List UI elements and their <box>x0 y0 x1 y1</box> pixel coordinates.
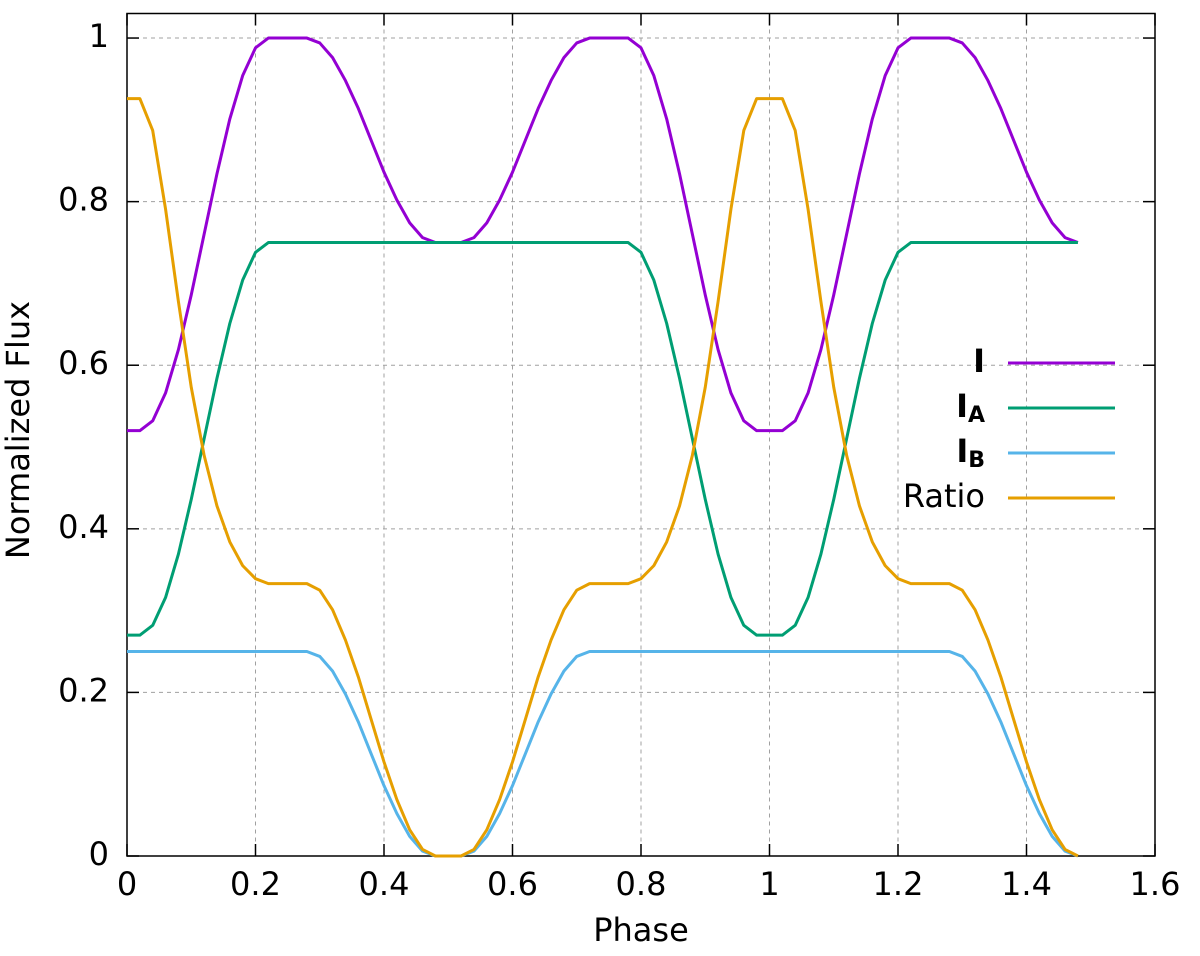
y-tick-label: 0 <box>89 835 109 873</box>
y-tick-label: 0.2 <box>58 671 109 709</box>
y-tick-label: 1 <box>89 17 109 55</box>
plot-border <box>126 12 1156 857</box>
x-tick-label: 1.6 <box>1130 865 1181 903</box>
series-line <box>127 97 1079 858</box>
y-tick-label: 0.6 <box>58 344 109 382</box>
x-tick-label: 0.4 <box>359 865 410 903</box>
x-tick-label: 0.8 <box>616 865 667 903</box>
x-axis-label: Phase <box>593 911 689 949</box>
legend-label: IB <box>956 432 985 473</box>
x-tick-label: 0.6 <box>487 865 538 903</box>
series-line <box>127 650 1079 858</box>
x-tick-label: 0.2 <box>230 865 281 903</box>
legend-label: I <box>973 342 985 380</box>
legend-label: Ratio <box>903 477 985 515</box>
x-tick-label: 1 <box>759 865 779 903</box>
x-tick-label: 1.2 <box>873 865 924 903</box>
x-tick-label: 0 <box>117 865 137 903</box>
y-tick-label: 0.8 <box>58 181 109 219</box>
x-tick-label: 1.4 <box>1001 865 1052 903</box>
legend-label: IA <box>956 387 985 428</box>
series-line <box>127 36 1079 433</box>
y-axis-label: Normalized Flux <box>0 301 37 559</box>
y-tick-label: 0.4 <box>58 508 109 546</box>
series-line <box>127 241 1078 637</box>
